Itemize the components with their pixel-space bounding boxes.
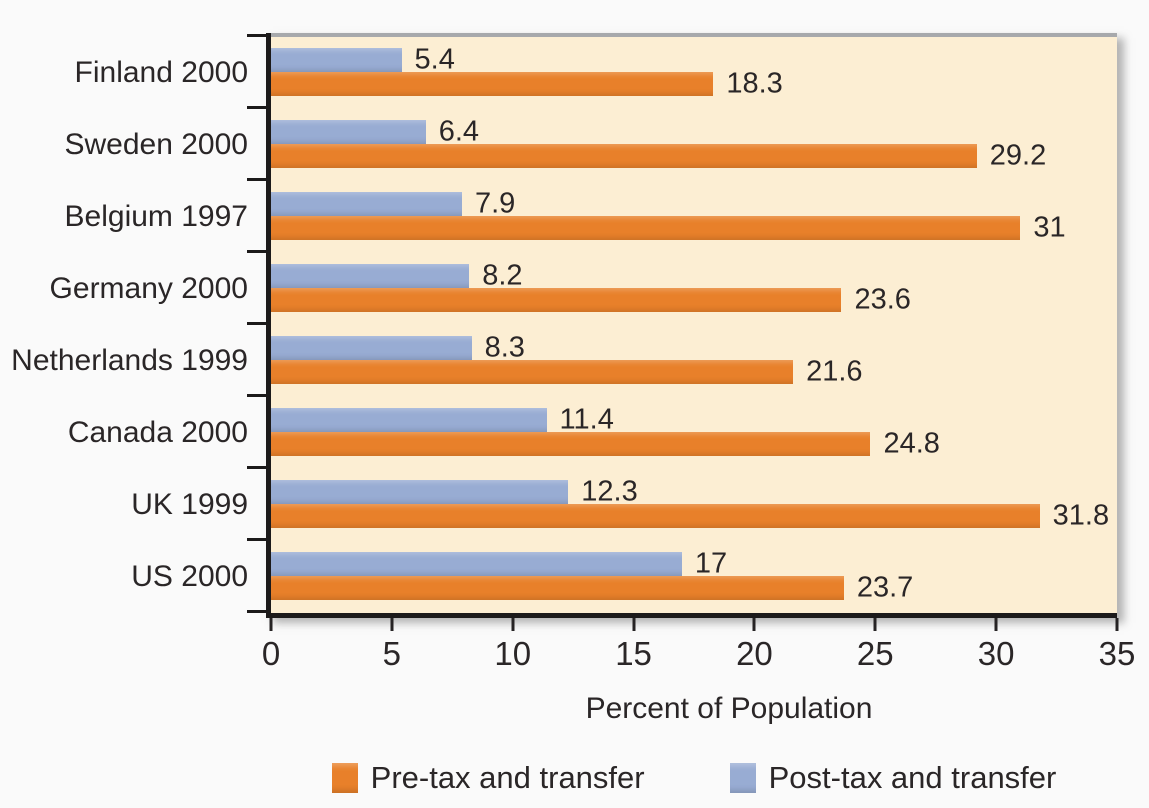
bar-pre-tax-and-transfer: 24.8 [271, 429, 940, 458]
bar-value-label: 8.3 [484, 331, 525, 364]
legend-item-pre-tax: Pre-tax and transfer [331, 760, 645, 796]
category-row: 8.2 23.6 [271, 253, 1117, 325]
bar-value-label: 6.4 [438, 115, 480, 148]
bar-value-label: 29.2 [989, 139, 1047, 172]
bar-value-label: 5.4 [414, 43, 455, 76]
bar-value-label: 18.3 [726, 67, 783, 100]
x-tick-label: 20 [736, 635, 773, 672]
bar-post-tax-and-transfer: 17 [271, 549, 727, 578]
x-tick-label: 25 [856, 635, 894, 672]
x-axis-ticks: 0 5 10 15 20 25 30 35 [262, 618, 1135, 678]
x-tick [632, 618, 636, 631]
category-row: 6.4 29.2 [271, 109, 1117, 181]
legend-label-post-tax: Post-tax and transfer [768, 760, 1057, 795]
bar-value-label: 7.9 [474, 187, 516, 220]
bar-value-label: 17 [694, 547, 728, 580]
x-tick [269, 618, 273, 631]
x-axis-title: Percent of Population [585, 692, 873, 725]
category-label: Germany 2000 [49, 272, 248, 305]
y-tick [247, 250, 266, 253]
category-row: 5.4 18.3 [271, 37, 1117, 109]
x-tick [873, 618, 877, 631]
category-label: Finland 2000 [74, 56, 248, 89]
y-tick [247, 610, 266, 613]
y-tick [247, 538, 266, 541]
category-row: 8.3 21.6 [271, 325, 1117, 397]
x-tick-label: 10 [494, 635, 532, 672]
legend-label-pre-tax: Pre-tax and transfer [370, 760, 645, 795]
y-tick [247, 466, 266, 469]
category-row: 7.9 31 [271, 181, 1117, 253]
bar-post-tax-and-transfer: 11.4 [271, 405, 614, 434]
bar-value-label: 23.6 [854, 283, 911, 316]
bar-post-tax-and-transfer: 8.2 [271, 261, 523, 290]
category-label: Canada 2000 [67, 416, 248, 449]
category-label: UK 1999 [131, 488, 248, 521]
x-tick-label: 30 [977, 635, 1015, 672]
category-row: 11.4 24.8 [271, 397, 1117, 469]
x-tick [1115, 618, 1119, 631]
x-tick [511, 618, 515, 631]
y-tick [247, 106, 266, 109]
category-label: Netherlands 1999 [11, 344, 248, 377]
y-axis-line [266, 33, 271, 618]
bar-pre-tax-and-transfer: 23.6 [271, 285, 911, 314]
category-labels: Finland 2000 Sweden 2000 Belgium 1997 Germa… [0, 37, 248, 613]
x-tick-label: 35 [1098, 635, 1136, 672]
y-tick [247, 322, 266, 325]
bar-value-label: 8.2 [482, 259, 523, 292]
category-row: 17 23.7 [271, 541, 1117, 613]
x-tick [390, 618, 394, 631]
bar-value-label: 21.6 [806, 355, 863, 388]
bar-post-tax-and-transfer: 7.9 [271, 189, 515, 218]
legend-swatch-post-tax [729, 763, 756, 793]
category-label: Belgium 1997 [64, 200, 248, 233]
plot-area: 5.4 18.3 6.4 29.2 7.9 31 8.2 23.6 8.3 21.6 11.4 24.… [271, 37, 1117, 613]
x-tick [752, 618, 756, 631]
y-tick [247, 178, 266, 181]
x-tick-label: 15 [615, 635, 652, 672]
bar-value-label: 23.7 [856, 571, 914, 604]
category-label: US 2000 [131, 560, 248, 593]
legend-swatch-pre-tax [331, 763, 358, 793]
y-tick [247, 394, 266, 397]
bar-value-label: 31.8 [1052, 499, 1110, 532]
legend-item-post-tax: Post-tax and transfer [729, 760, 1057, 796]
category-row: 12.3 31.8 [271, 469, 1117, 541]
bar-pre-tax-and-transfer: 23.7 [271, 573, 913, 602]
bar-value-label: 31 [1033, 211, 1066, 244]
bar-pre-tax-and-transfer: 31.8 [271, 501, 1109, 530]
bar-value-label: 12.3 [581, 475, 638, 508]
x-tick-label: 5 [382, 635, 402, 672]
category-label: Sweden 2000 [64, 128, 249, 161]
bar-post-tax-and-transfer: 5.4 [271, 45, 455, 74]
bar-pre-tax-and-transfer: 21.6 [271, 357, 863, 386]
x-tick [994, 618, 998, 631]
bar-value-label: 11.4 [559, 403, 614, 436]
y-axis-ticks [247, 34, 266, 614]
bar-post-tax-and-transfer: 8.3 [271, 333, 525, 362]
x-axis-line [266, 613, 1117, 618]
chart-legend: Pre-tax and transfer Post-tax and transf… [271, 760, 1117, 796]
bar-post-tax-and-transfer: 6.4 [271, 117, 479, 146]
bar-pre-tax-and-transfer: 31 [271, 213, 1066, 242]
bar-pre-tax-and-transfer: 29.2 [271, 141, 1046, 170]
y-tick [247, 34, 266, 37]
plot-top-border [271, 33, 1117, 37]
bar-pre-tax-and-transfer: 18.3 [271, 69, 783, 98]
x-tick-label: 0 [261, 635, 281, 672]
bar-value-label: 24.8 [883, 427, 940, 460]
bar-post-tax-and-transfer: 12.3 [271, 477, 638, 506]
